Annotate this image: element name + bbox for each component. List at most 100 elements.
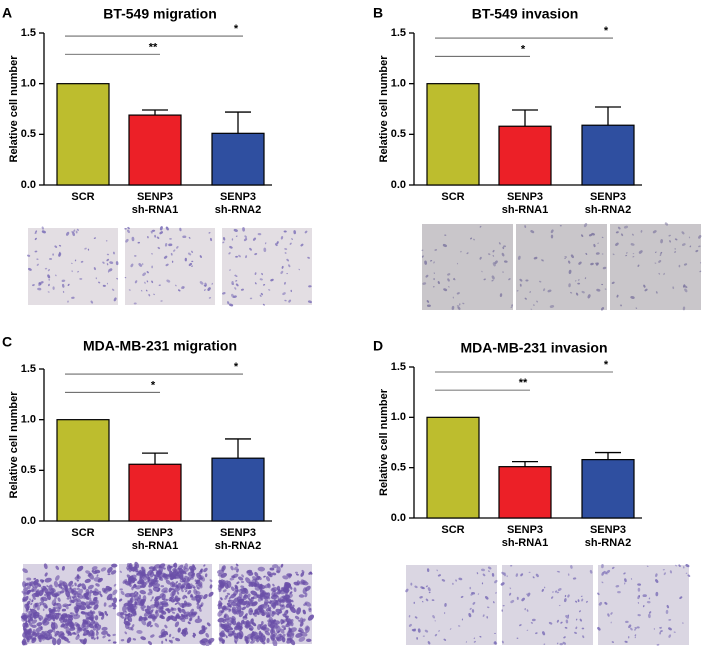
cell-mark [90, 300, 94, 304]
cell-mark [575, 618, 578, 621]
cell-mark [32, 596, 36, 600]
cell-mark [526, 609, 529, 612]
cell-mark [596, 288, 601, 292]
cell-mark [153, 583, 161, 589]
cell-mark [98, 590, 102, 595]
cell-mark [236, 568, 239, 573]
cell-mark [29, 598, 32, 601]
cell-mark [668, 634, 672, 638]
cell-mark [282, 292, 286, 296]
cell-mark [280, 622, 284, 625]
cell-mark [48, 283, 50, 287]
cell-mark [604, 288, 607, 290]
cell-mark [168, 615, 174, 620]
cell-mark [286, 272, 289, 275]
cell-mark [277, 589, 281, 595]
cell-mark [187, 590, 192, 595]
cell-mark [662, 569, 665, 571]
cell-mark [433, 277, 435, 281]
cell-mark [235, 563, 239, 567]
cell-mark [503, 245, 507, 248]
cell-mark [659, 631, 662, 635]
cell-mark [456, 292, 460, 295]
panel-d: D MDA-MB-231 invasion Relative cell number… [373, 338, 691, 646]
cell-mark [288, 299, 292, 303]
cell-mark [687, 574, 691, 577]
cell-mark [603, 571, 608, 575]
cell-mark [194, 618, 203, 624]
significance-label: * [234, 361, 239, 373]
cell-mark [168, 639, 172, 643]
cell-mark [196, 604, 200, 610]
cell-mark [154, 234, 157, 238]
cell-mark [31, 619, 38, 624]
cell-mark [425, 274, 429, 278]
cell-mark [477, 593, 480, 595]
cell-mark [205, 632, 210, 638]
micrograph-image [421, 224, 513, 310]
cell-mark [35, 230, 38, 233]
cell-mark [241, 574, 244, 578]
cell-mark [306, 638, 312, 643]
cell-mark [302, 609, 306, 615]
bar [128, 114, 182, 186]
cell-mark [597, 626, 601, 631]
cell-mark [416, 637, 418, 640]
cell-mark [264, 242, 267, 245]
cell-mark [219, 632, 226, 637]
cell-mark [141, 608, 145, 611]
cell-mark [67, 283, 70, 287]
cell-mark [183, 570, 187, 574]
significance-label: * [151, 379, 156, 391]
cell-mark [282, 575, 289, 580]
cell-mark [675, 564, 677, 567]
cell-mark [598, 601, 603, 606]
cell-mark [52, 286, 55, 290]
cell-mark [668, 618, 672, 621]
cell-mark [184, 586, 188, 591]
cell-mark [623, 582, 626, 585]
cell-mark [34, 232, 37, 234]
cell-mark [491, 275, 495, 280]
cell-mark [419, 596, 423, 599]
cell-mark [542, 631, 546, 636]
cell-mark [451, 305, 455, 310]
cell-mark [75, 612, 79, 616]
cell-mark [256, 594, 262, 599]
cell-mark [646, 601, 651, 604]
cell-mark [255, 576, 261, 581]
cell-mark [288, 627, 291, 630]
cell-mark [35, 627, 43, 633]
y-tick-label: 1.0 [21, 414, 36, 426]
cell-mark [411, 628, 416, 632]
cell-mark [572, 577, 577, 580]
cell-mark [684, 288, 688, 293]
cell-mark [79, 277, 83, 280]
cell-mark [304, 230, 308, 234]
cell-mark [225, 595, 229, 598]
cell-mark [615, 242, 619, 246]
cell-mark [157, 569, 163, 574]
cell-mark [88, 601, 96, 606]
cell-mark [307, 256, 310, 259]
cell-mark [80, 601, 87, 606]
cell-mark [65, 630, 72, 635]
cell-mark [68, 603, 72, 606]
cell-mark [200, 569, 203, 573]
cell-mark [271, 628, 276, 634]
cell-mark [681, 231, 685, 235]
cell-mark [139, 590, 147, 595]
cell-mark [612, 253, 615, 256]
cell-mark [487, 566, 492, 570]
cell-mark [279, 609, 282, 612]
cell-mark [699, 270, 702, 273]
cell-mark [228, 252, 231, 255]
cell-mark [84, 578, 91, 584]
cell-mark [623, 225, 629, 229]
cell-mark [543, 643, 546, 645]
cell-mark [529, 291, 531, 293]
cell-mark [443, 288, 448, 292]
cell-mark [422, 282, 427, 285]
cell-mark [203, 564, 206, 567]
cell-mark [170, 588, 175, 591]
